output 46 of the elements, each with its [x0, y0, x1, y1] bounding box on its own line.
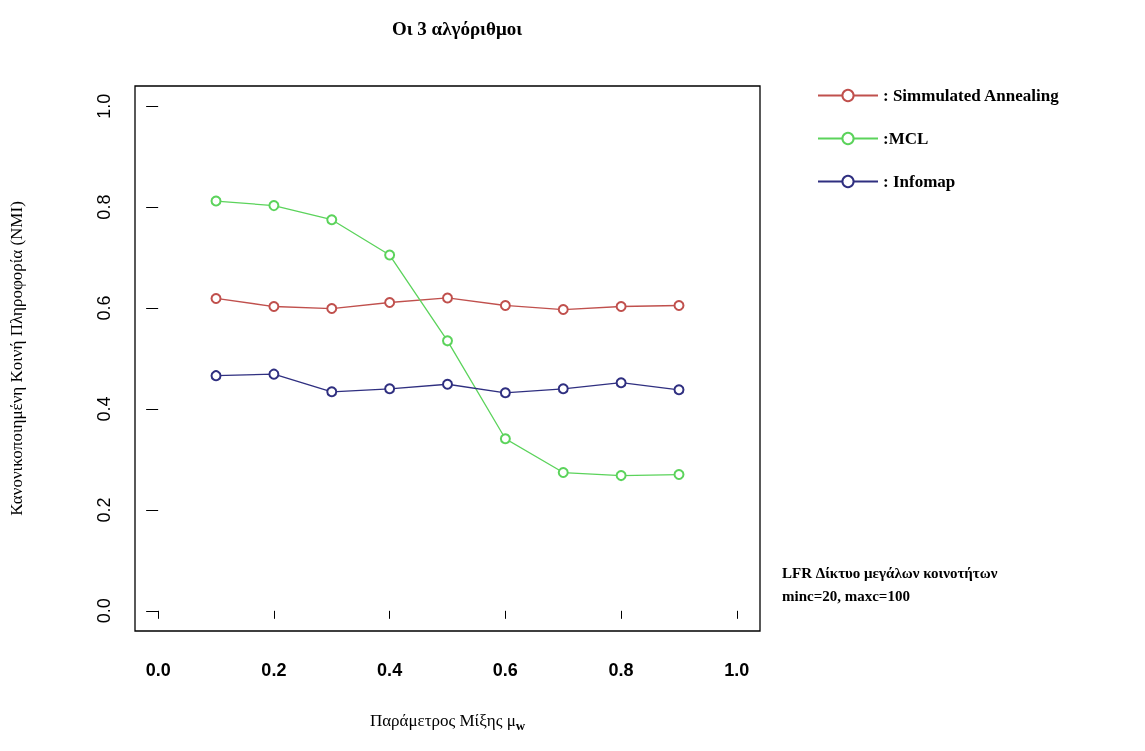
point [499, 300, 511, 312]
y-tick-label: 0.0 [94, 598, 114, 624]
y-axis-title: Κανονικοποιημένη Κοινή Πληροφορία (NMI) [7, 201, 26, 516]
x-tick-label: 0.6 [492, 660, 518, 680]
point [615, 301, 627, 313]
legend-label: : Infomap [883, 172, 956, 191]
text: minc=20, maxc=100 [782, 587, 910, 604]
y-tick-label: 0.8 [94, 194, 114, 220]
point [210, 292, 222, 304]
point [673, 300, 685, 312]
point [557, 304, 569, 316]
point [210, 195, 222, 207]
point [268, 301, 280, 313]
point [442, 335, 453, 347]
y-tick-label: 0.6 [94, 295, 114, 321]
point [442, 378, 453, 390]
point [557, 383, 569, 395]
legend-label: :MCL [883, 129, 929, 148]
x-tick-label: 0.2 [261, 660, 287, 680]
point [499, 433, 511, 445]
point [384, 249, 396, 261]
x-tick-label: 1.0 [724, 660, 750, 680]
point [615, 470, 627, 482]
x-tick-label: 0.4 [377, 660, 403, 680]
point [210, 370, 222, 382]
y-tick-label: 0.2 [94, 497, 114, 523]
point [673, 384, 685, 396]
point [442, 292, 453, 304]
point [673, 469, 685, 481]
x-tick-label: 0.0 [145, 660, 171, 680]
y-tick-label: 0.4 [94, 396, 114, 422]
point [326, 214, 338, 226]
y-tick-label: 1.0 [94, 93, 114, 119]
chart-title: Οι 3 αλγόριθμοι [391, 18, 523, 39]
text: LFR Δίκτυο μεγάλων κοινοτήτων [782, 564, 998, 581]
point [557, 467, 569, 479]
point [499, 387, 511, 399]
point [268, 200, 280, 212]
point [326, 386, 338, 398]
point [268, 368, 280, 380]
legend-label: : Simmulated Annealing [883, 86, 1060, 105]
point [384, 383, 396, 395]
point [615, 377, 627, 389]
point [326, 303, 338, 315]
point [384, 296, 396, 308]
x-tick-label: 0.8 [608, 660, 634, 680]
